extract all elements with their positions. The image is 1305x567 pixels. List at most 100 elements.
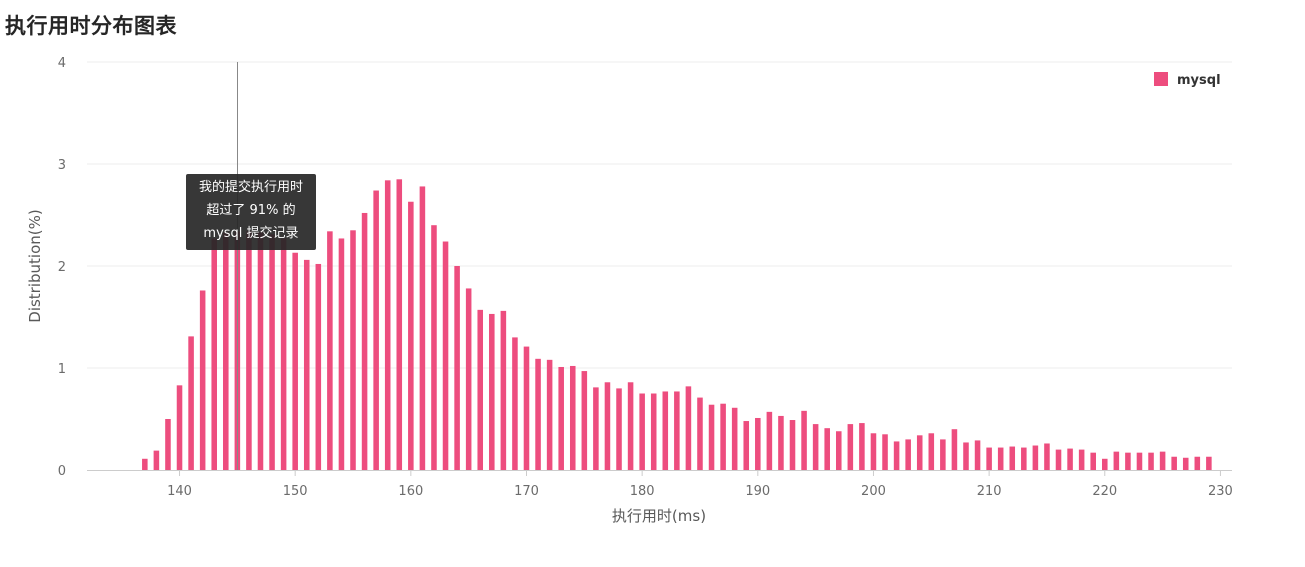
bar[interactable] [535,358,541,470]
bar[interactable] [801,410,807,470]
bar[interactable] [789,420,796,470]
bar[interactable] [928,433,935,470]
bar[interactable] [1206,456,1212,470]
bar[interactable] [905,439,911,470]
bar[interactable] [512,337,518,470]
bar[interactable] [523,346,530,470]
bar[interactable] [142,458,148,470]
bar[interactable] [165,419,171,470]
bar[interactable] [639,393,645,471]
bar[interactable] [604,382,611,470]
bar[interactable] [616,388,622,470]
submission-tooltip: 我的提交执行用时 超过了 91% 的 mysql 提交记录 [186,174,316,250]
x-tick-label: 150 [283,484,308,499]
bar[interactable] [292,252,298,470]
x-tick-label: 220 [1092,484,1117,499]
bar[interactable] [454,266,460,470]
bar[interactable] [1009,446,1016,470]
bar[interactable] [1032,445,1039,470]
bar[interactable] [361,212,368,470]
bar[interactable] [835,431,842,470]
bar[interactable] [373,190,379,470]
bar[interactable] [303,259,310,470]
bar[interactable] [812,424,819,470]
bar[interactable] [442,241,449,470]
bar[interactable] [257,232,264,470]
bar[interactable] [963,442,969,470]
bar[interactable] [419,186,426,470]
bar[interactable] [650,393,657,471]
bar[interactable] [847,424,854,470]
bar[interactable] [662,391,669,470]
bar[interactable] [997,447,1004,470]
bar[interactable] [1171,456,1177,470]
bar[interactable] [755,417,761,470]
bar[interactable] [951,429,958,470]
bar[interactable] [882,434,888,470]
bar[interactable] [720,403,726,470]
bar-series [142,179,1212,471]
bar[interactable] [1021,447,1027,470]
bar[interactable] [546,359,553,470]
bar[interactable] [431,225,437,470]
bar[interactable] [685,386,692,470]
page-title: 执行用时分布图表 [5,14,177,38]
bar[interactable] [731,407,738,470]
bar[interactable] [916,435,923,470]
bar[interactable] [1136,452,1143,470]
bar[interactable] [1078,449,1085,470]
bar[interactable] [1159,451,1166,470]
bar[interactable] [859,423,865,470]
bar[interactable] [581,371,588,470]
bar[interactable] [500,310,507,470]
bar[interactable] [176,385,183,470]
bar[interactable] [408,201,414,471]
bar[interactable] [1148,452,1154,470]
bar[interactable] [708,404,715,470]
bar[interactable] [199,290,206,470]
bar[interactable] [211,238,217,470]
bar[interactable] [153,450,160,470]
bar[interactable] [893,441,900,470]
bar[interactable] [188,336,194,470]
bar[interactable] [477,309,484,470]
bar[interactable] [489,313,495,470]
bar[interactable] [246,231,252,470]
bar[interactable] [1102,458,1108,470]
legend-label: mysql [1177,73,1221,88]
bar[interactable] [940,439,946,470]
bar[interactable] [1113,451,1120,470]
bar[interactable] [1090,452,1096,470]
bar[interactable] [766,411,773,470]
bar[interactable] [1044,443,1050,470]
bar[interactable] [1182,457,1189,470]
bar[interactable] [697,397,703,470]
bar[interactable] [315,263,322,470]
bar[interactable] [824,428,830,470]
bar[interactable] [327,231,333,470]
bar[interactable] [384,180,391,470]
legend[interactable]: mysql [1154,72,1221,88]
bar[interactable] [269,234,275,470]
bar[interactable] [627,382,634,470]
bar[interactable] [974,440,981,470]
bar[interactable] [1055,449,1062,470]
bar[interactable] [674,391,680,470]
bar[interactable] [223,232,229,470]
bar[interactable] [465,288,472,470]
bar[interactable] [558,366,564,470]
bar[interactable] [593,387,599,470]
bar[interactable] [743,421,750,470]
bar[interactable] [778,415,784,470]
bar[interactable] [350,230,356,470]
bar[interactable] [1194,456,1201,470]
bar[interactable] [870,433,877,470]
bar[interactable] [280,238,287,470]
bar[interactable] [396,179,403,471]
bar[interactable] [1125,452,1131,470]
bar[interactable] [569,365,576,470]
bar[interactable] [1067,448,1073,470]
bar[interactable] [986,447,992,470]
bar[interactable] [338,238,345,470]
